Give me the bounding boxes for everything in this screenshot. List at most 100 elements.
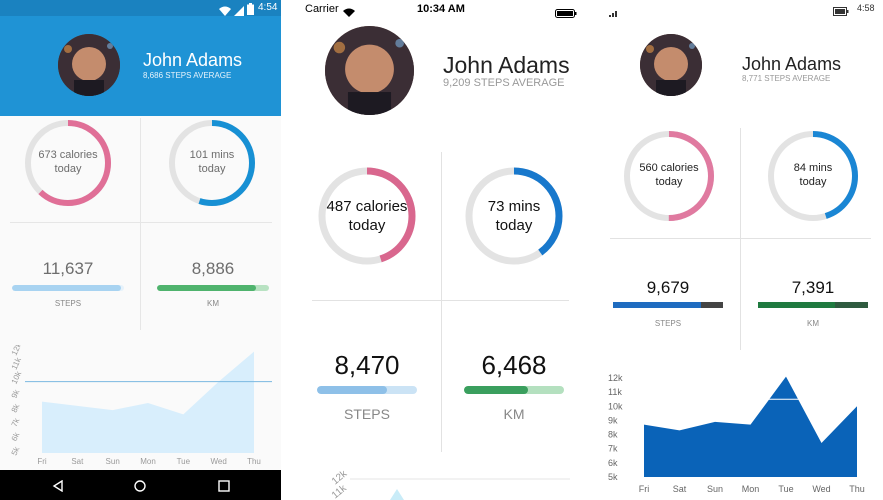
android-calories-period: today	[54, 162, 82, 175]
avatar	[58, 34, 120, 96]
ios-steps-label: STEPS	[344, 406, 390, 422]
signal-icon	[609, 4, 619, 22]
chart-y-tick-label: 12k	[10, 345, 24, 357]
chart-y-tick-label: 9k	[608, 415, 618, 425]
windows-divider-v	[740, 128, 741, 350]
chart-y-tick-label: 7k	[608, 444, 618, 454]
chart-y-tick-label: 12k	[608, 373, 623, 383]
windows-steps-average: 8,771 STEPS AVERAGE	[742, 74, 831, 83]
ios-km-bar-fill	[464, 386, 528, 394]
profile-photo	[640, 34, 702, 96]
chart-area	[42, 351, 254, 453]
ios-mins-value: 73 mins	[487, 198, 541, 215]
ios-calories-label: 487 calories today	[309, 198, 425, 236]
ios-calories-ring: 487 calories today	[317, 166, 417, 266]
android-mins-label: 101 mins today	[168, 149, 256, 177]
chart-x-tick-label: Fri	[37, 457, 47, 466]
chart-x-tick-label: Sun	[106, 457, 120, 466]
chart-y-tick-label: 9k	[10, 387, 22, 399]
android-steps-value: 11,637	[42, 259, 94, 278]
chart-x-tick-label: Wed	[812, 484, 830, 494]
windows-steps-label: STEPS	[654, 319, 682, 328]
ios-km-bar	[464, 386, 564, 394]
chart-y-tick-label: 5k	[608, 472, 618, 482]
windows-mins-label: 84 mins today	[767, 162, 859, 190]
profile-photo	[58, 34, 120, 96]
windows-steps-value: 9,679	[646, 278, 690, 297]
chart-x-tick-label: Fri	[639, 484, 650, 494]
android-steps-label: STEPS	[54, 299, 82, 308]
ios-calories-period: today	[348, 216, 386, 234]
ios-calories-value: 487 calories	[326, 198, 408, 215]
ios-divider-v	[441, 152, 442, 452]
windows-km-bar	[758, 302, 868, 308]
ios-mins-period: today	[495, 216, 533, 234]
windows-km-value: 7,391	[791, 278, 835, 297]
chart-y-tick-label: 8k	[608, 430, 618, 440]
chart-x-tick-label: Sat	[673, 484, 687, 494]
android-steps-bar	[12, 285, 124, 291]
avatar	[325, 26, 414, 115]
android-km-bar	[157, 285, 269, 291]
ios-mins-ring: 73 mins today	[464, 166, 564, 266]
chart-x-tick-label: Mon	[742, 484, 760, 494]
android-calories-label: 673 calories today	[24, 149, 112, 177]
windows-steps-bar-fill	[613, 302, 701, 308]
android-divider-v	[140, 118, 141, 330]
windows-panel: 4:58 John Adams 8,771 STEPS AVERAGE 560 …	[603, 0, 883, 500]
chart-area	[350, 489, 570, 500]
android-status-time: 4:54	[258, 2, 278, 13]
ios-divider-h	[312, 300, 569, 301]
windows-status-bar: 4:58	[603, 0, 883, 17]
windows-mins-ring: 84 mins today	[767, 130, 859, 222]
ios-steps-bar-fill	[317, 386, 387, 394]
battery-icon	[247, 2, 254, 20]
ios-carrier: Carrier	[305, 3, 339, 15]
ios-km-value: 6,468	[481, 350, 547, 380]
chart-x-tick-label: Tue	[177, 457, 191, 466]
android-steps-bar-fill	[12, 285, 121, 291]
battery-icon	[833, 3, 849, 21]
ios-status-bar: Carrier 10:34 AM	[295, 0, 595, 20]
android-km-label: KM	[207, 299, 219, 308]
windows-steps-chart: 5k 6k 7k 8k 9k 10k 11k 12k Fri Sat Sun Mon Tue Wed Thu	[608, 373, 865, 494]
android-mins-value: 101 mins	[189, 149, 235, 161]
chart-area	[644, 376, 857, 477]
android-calories-ring: 673 calories today	[24, 119, 112, 207]
windows-divider-h	[610, 238, 871, 239]
android-mins-period: today	[198, 162, 226, 175]
ios-km-label: KM	[503, 406, 525, 422]
ios-status-time: 10:34 AM	[417, 3, 465, 15]
android-calories-value: 673 calories	[38, 149, 98, 161]
ios-user-name: John Adams	[443, 52, 570, 78]
android-status-bar: 4:54	[0, 0, 281, 16]
windows-steps-bar	[613, 302, 723, 308]
ios-mins-label: 73 mins today	[464, 198, 564, 236]
chart-x-tick-label: Sun	[707, 484, 723, 494]
windows-mins-value: 84 mins	[793, 162, 833, 174]
chart-y-tick-label: 5k	[10, 444, 22, 456]
ios-steps-average: 9,209 STEPS AVERAGE	[443, 77, 565, 89]
ios-steps-value: 8,470	[334, 350, 400, 380]
windows-calories-period: today	[655, 175, 683, 188]
windows-user-name: John Adams	[742, 54, 842, 74]
chart-y-tick-label: 8k	[10, 402, 22, 414]
wifi-icon	[343, 4, 355, 22]
battery-icon	[555, 5, 577, 23]
chart-y-tick-label: 11k	[10, 355, 24, 371]
android-user-name: John Adams	[143, 50, 243, 70]
android-steps-average: 8,686 STEPS AVERAGE	[143, 71, 232, 80]
windows-calories-label: 560 calories today	[623, 162, 715, 190]
android-mins-ring: 101 mins today	[168, 119, 256, 207]
chart-y-tick-label: 7k	[10, 416, 22, 428]
chart-y-tick-label: 6k	[10, 430, 22, 442]
windows-km-label: KM	[807, 319, 819, 328]
home-icon[interactable]	[134, 479, 146, 497]
windows-calories-ring: 560 calories today	[623, 130, 715, 222]
back-icon[interactable]	[52, 479, 64, 497]
android-panel: 4:54 John Adams 8,686 STEPS AVERAGE 673 …	[0, 0, 281, 500]
chart-y-tick-label: 11k	[608, 387, 622, 397]
recents-icon[interactable]	[218, 479, 230, 497]
chart-x-tick-label: Thu	[247, 457, 261, 466]
